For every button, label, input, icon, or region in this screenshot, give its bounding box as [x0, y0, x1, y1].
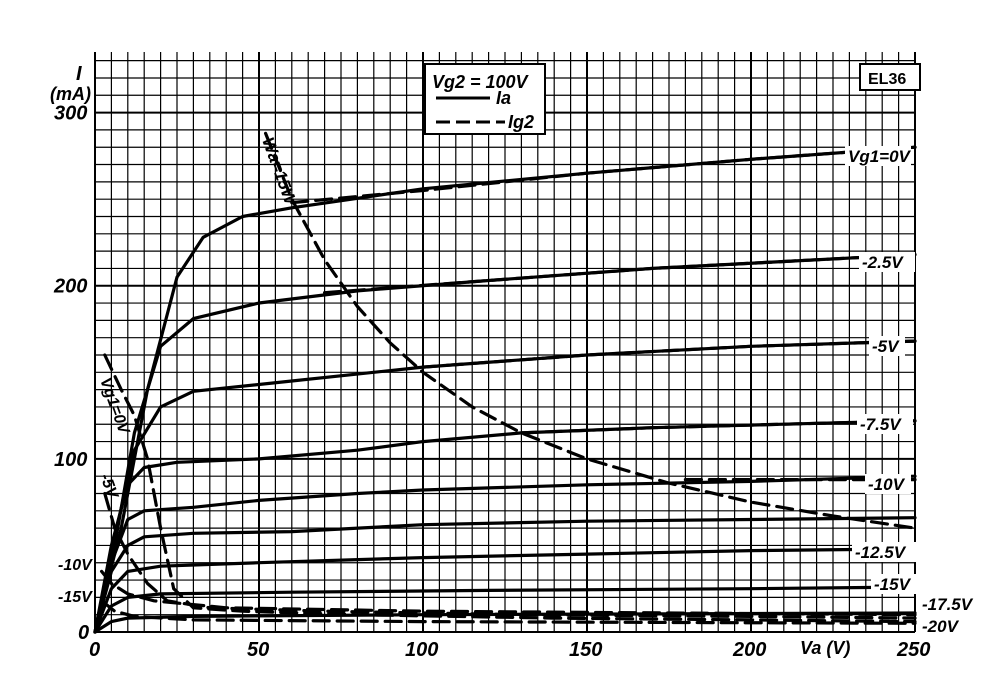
x-tick-label: 0: [89, 639, 100, 661]
x-tick-label: 50: [247, 639, 269, 661]
curve-label-right: -17.5V: [922, 595, 974, 614]
ig2-curve: [421, 339, 917, 369]
grid: [94, 52, 916, 633]
ia-curve: [93, 516, 917, 634]
ia-curve: [93, 474, 917, 634]
curve-label-right: Vg1=0V: [848, 147, 912, 166]
curve-label-bg: [919, 616, 965, 636]
x-tick-label: 150: [569, 639, 602, 661]
y-axis-label: I: [76, 63, 82, 85]
ia-curve: [93, 547, 917, 634]
curve-label-bg: [859, 252, 915, 272]
curve-label-left: -15V: [58, 589, 93, 606]
ig2-curve: [323, 253, 917, 295]
x-tick-label: 250: [896, 639, 930, 661]
ia-curve: [93, 585, 917, 634]
curve-label-bg: [871, 574, 917, 594]
tube-label-box: [859, 63, 921, 91]
ia-curve: [264, 131, 917, 530]
curve-label-left: -10V: [58, 557, 93, 574]
curve-label-bg: [852, 542, 918, 562]
legend-ia-label: Ia: [496, 88, 511, 108]
y-tick-label: 200: [53, 276, 87, 298]
curve-label-bg: [857, 414, 913, 434]
x-tick-label: 100: [405, 639, 438, 661]
ig2-curve: [519, 419, 917, 435]
ig2-curve: [290, 145, 917, 205]
legend-title: Vg2 = 100V: [432, 72, 530, 92]
curve-label-right: -10V: [868, 475, 906, 494]
legend-ig2-label: Ig2: [508, 112, 534, 132]
curve-label-right: -12.5V: [855, 543, 907, 562]
ig2-curve: [103, 353, 917, 624]
curves: [93, 131, 917, 634]
y-tick-label: 100: [54, 449, 87, 471]
tube-label: EL36: [868, 71, 906, 88]
curve-label-right: -5V: [872, 337, 900, 356]
curve-label-bg: [919, 594, 985, 614]
power-label: Wa=15W: [258, 135, 300, 209]
ticks: 0 50 100 150 200 250 0 100 200 300: [53, 103, 930, 661]
x-tick-label: 200: [732, 639, 766, 661]
curve-label-bg: [869, 336, 905, 356]
y-tick-label: 300: [54, 103, 87, 125]
curve-label-bg: [845, 146, 911, 166]
curve-label-right: -20V: [922, 617, 960, 636]
x-axis-label: Va (V): [800, 638, 850, 658]
curve-label-right: -7.5V: [860, 415, 902, 434]
y-tick-label: 0: [78, 622, 89, 644]
y-axis-unit: (mA): [50, 84, 91, 104]
ig2-curve: [100, 599, 917, 625]
curve-label-right: -2.5V: [862, 253, 904, 272]
ig2-curve: [100, 569, 917, 617]
curve-label-right: -15V: [874, 575, 912, 594]
curve-label-bg: [865, 474, 911, 494]
